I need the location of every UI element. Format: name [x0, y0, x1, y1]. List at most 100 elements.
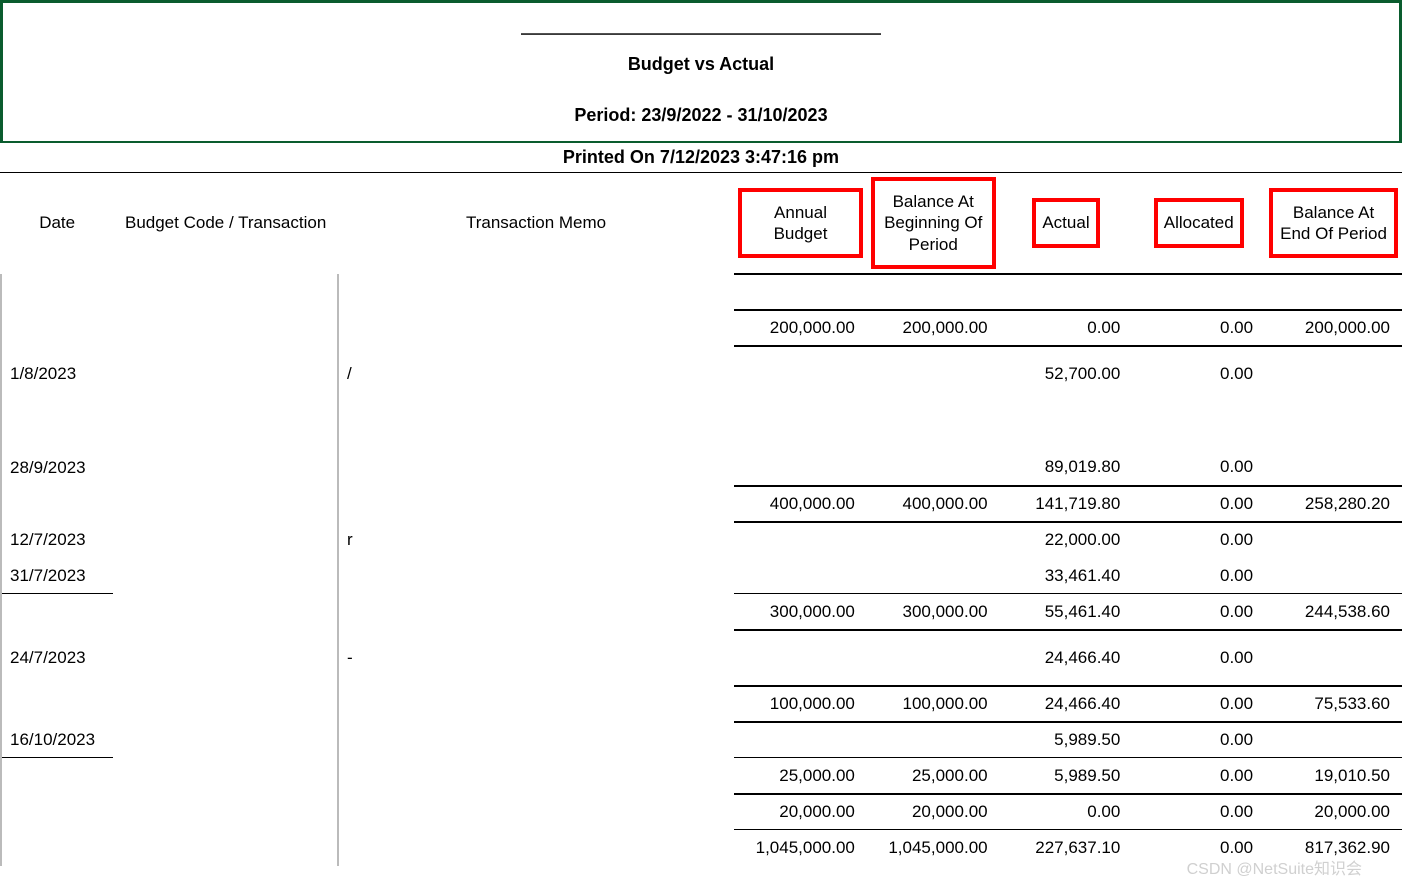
begin-cell	[867, 522, 1000, 558]
table-row: 31/7/2023 33,461.40 0.00	[1, 558, 1402, 594]
table-row	[1, 274, 1402, 310]
col-balance-begin: Balance At Beginning Of Period	[867, 173, 1000, 274]
end-cell: 244,538.60	[1265, 594, 1402, 630]
actual-cell: 0.00	[1000, 794, 1133, 830]
col-balance-end: Balance At End Of Period	[1265, 173, 1402, 274]
date-cell: 24/7/2023	[1, 630, 113, 686]
begin-cell: 400,000.00	[867, 486, 1000, 522]
org-name: ————————————————————	[13, 23, 1389, 44]
actual-cell: 0.00	[1000, 310, 1133, 346]
report-period: Period: 23/9/2022 - 31/10/2023	[13, 105, 1389, 126]
report-title: Budget vs Actual	[13, 54, 1389, 75]
alloc-cell: 0.00	[1132, 346, 1265, 402]
table-row: 16/10/2023 5,989.50 0.00	[1, 722, 1402, 758]
annual-cell: 200,000.00	[734, 310, 867, 346]
end-cell	[1265, 450, 1402, 486]
annual-cell: 25,000.00	[734, 758, 867, 794]
end-cell: 20,000.00	[1265, 794, 1402, 830]
begin-cell: 100,000.00	[867, 686, 1000, 722]
col-code: Budget Code / Transaction	[113, 173, 338, 274]
end-cell	[1265, 522, 1402, 558]
table-row: 28/9/2023 89,019.80 0.00	[1, 450, 1402, 486]
date-cell: 16/10/2023	[1, 722, 113, 758]
table-row: 24/7/2023 - 24,466.40 0.00	[1, 630, 1402, 686]
col-actual: Actual	[1000, 173, 1133, 274]
alloc-cell: 0.00	[1132, 594, 1265, 630]
annual-cell: 100,000.00	[734, 686, 867, 722]
begin-cell: 1,045,000.00	[867, 830, 1000, 866]
actual-cell: 22,000.00	[1000, 522, 1133, 558]
end-cell: 200,000.00	[1265, 310, 1402, 346]
alloc-cell: 0.00	[1132, 558, 1265, 594]
annual-cell	[734, 722, 867, 758]
actual-cell: 24,466.40	[1000, 630, 1133, 686]
report-border: ———————————————————— Budget vs Actual Pe…	[0, 0, 1402, 141]
begin-cell: 200,000.00	[867, 310, 1000, 346]
alloc-cell: 0.00	[1132, 686, 1265, 722]
end-cell: 19,010.50	[1265, 758, 1402, 794]
col-memo: Transaction Memo	[338, 173, 734, 274]
printed-on: Printed On 7/12/2023 3:47:16 pm	[0, 141, 1402, 173]
end-cell	[1265, 346, 1402, 402]
end-cell	[1265, 630, 1402, 686]
watermark: CSDN @NetSuite知识会	[1187, 855, 1362, 879]
begin-cell	[867, 630, 1000, 686]
budget-table: Date Budget Code / Transaction Transacti…	[0, 173, 1402, 866]
begin-cell	[867, 558, 1000, 594]
col-annual-budget: Annual Budget	[734, 173, 867, 274]
annual-cell	[734, 630, 867, 686]
annual-cell	[734, 558, 867, 594]
col-date: Date	[1, 173, 113, 274]
begin-cell	[867, 450, 1000, 486]
end-cell	[1265, 722, 1402, 758]
actual-cell: 5,989.50	[1000, 722, 1133, 758]
alloc-cell: 0.00	[1132, 722, 1265, 758]
col-allocated: Allocated	[1132, 173, 1265, 274]
table-row: 12/7/2023 r 22,000.00 0.00	[1, 522, 1402, 558]
alloc-cell: 0.00	[1132, 486, 1265, 522]
end-cell: 75,533.60	[1265, 686, 1402, 722]
annual-cell	[734, 450, 867, 486]
alloc-cell: 0.00	[1132, 758, 1265, 794]
actual-cell: 5,989.50	[1000, 758, 1133, 794]
begin-cell: 300,000.00	[867, 594, 1000, 630]
annual-cell: 400,000.00	[734, 486, 867, 522]
memo-cell: /	[338, 346, 734, 402]
actual-cell: 33,461.40	[1000, 558, 1133, 594]
memo-cell: r	[338, 522, 734, 558]
annual-cell	[734, 346, 867, 402]
begin-cell	[867, 346, 1000, 402]
end-cell: 258,280.20	[1265, 486, 1402, 522]
table-row: 25,000.00 25,000.00 5,989.50 0.00 19,010…	[1, 758, 1402, 794]
actual-cell: 227,637.10	[1000, 830, 1133, 866]
table-row	[1, 402, 1402, 450]
actual-cell: 52,700.00	[1000, 346, 1133, 402]
table-row: 400,000.00 400,000.00 141,719.80 0.00 25…	[1, 486, 1402, 522]
annual-cell: 20,000.00	[734, 794, 867, 830]
header-row: Date Budget Code / Transaction Transacti…	[1, 173, 1402, 274]
alloc-cell: 0.00	[1132, 630, 1265, 686]
report-header: ———————————————————— Budget vs Actual Pe…	[3, 3, 1399, 141]
begin-cell: 20,000.00	[867, 794, 1000, 830]
annual-cell	[734, 522, 867, 558]
begin-cell	[867, 722, 1000, 758]
actual-cell: 141,719.80	[1000, 486, 1133, 522]
date-cell: 31/7/2023	[1, 558, 113, 594]
date-cell: 12/7/2023	[1, 522, 113, 558]
actual-cell: 89,019.80	[1000, 450, 1133, 486]
table-row: 1/8/2023 / 52,700.00 0.00	[1, 346, 1402, 402]
actual-cell: 55,461.40	[1000, 594, 1133, 630]
alloc-cell: 0.00	[1132, 450, 1265, 486]
annual-cell: 300,000.00	[734, 594, 867, 630]
table-row: 300,000.00 300,000.00 55,461.40 0.00 244…	[1, 594, 1402, 630]
date-cell: 1/8/2023	[1, 346, 113, 402]
memo-cell: -	[338, 630, 734, 686]
annual-cell: 1,045,000.00	[734, 830, 867, 866]
table-row: 20,000.00 20,000.00 0.00 0.00 20,000.00	[1, 794, 1402, 830]
table-row: 200,000.00 200,000.00 0.00 0.00 200,000.…	[1, 310, 1402, 346]
date-cell: 28/9/2023	[1, 450, 113, 486]
alloc-cell: 0.00	[1132, 310, 1265, 346]
actual-cell: 24,466.40	[1000, 686, 1133, 722]
alloc-cell: 0.00	[1132, 522, 1265, 558]
begin-cell: 25,000.00	[867, 758, 1000, 794]
